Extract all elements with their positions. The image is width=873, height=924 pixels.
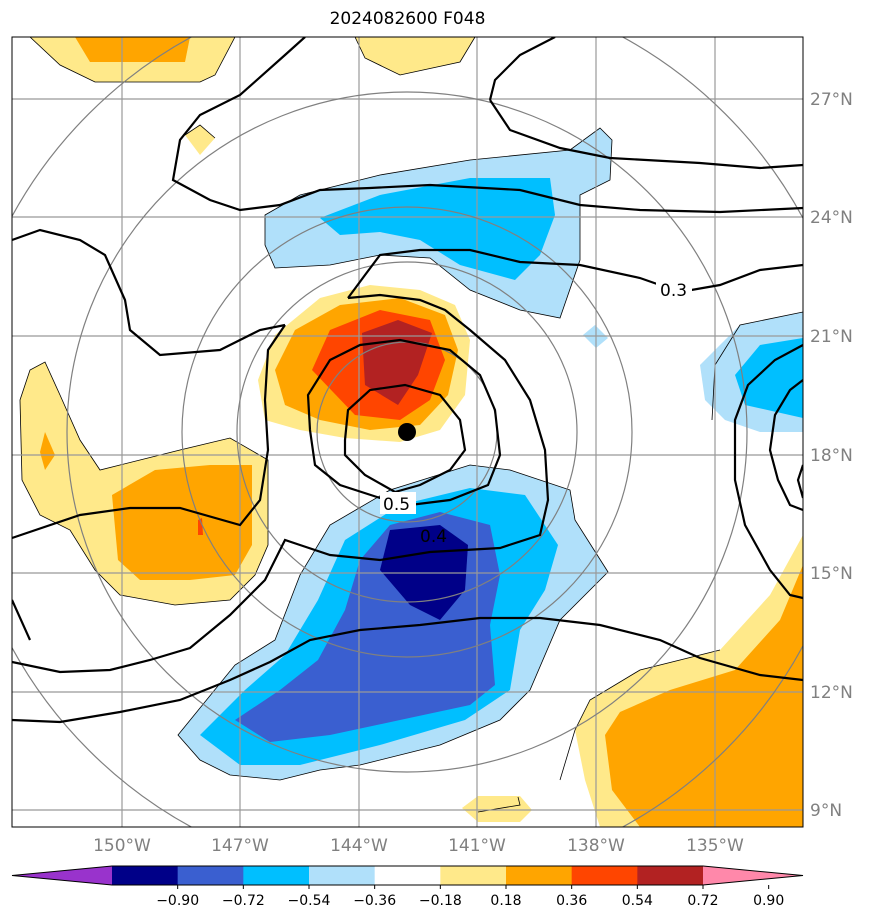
colorbar-tick-label: 0.90 bbox=[753, 893, 784, 909]
colorbar-segment bbox=[637, 866, 704, 885]
thin-contours bbox=[19, 37, 803, 813]
fill-lowerright-orange bbox=[605, 565, 803, 827]
colorbar: −0.90 −0.72 −0.54 −0.36 −0.18 0.18 0.36 0.54 0.7… bbox=[11, 865, 804, 909]
colorbar-segment bbox=[309, 866, 376, 885]
lat-label: 12°N bbox=[810, 683, 853, 703]
colorbar-outline bbox=[11, 865, 804, 886]
lon-label: 144°W bbox=[330, 836, 388, 856]
colorbar-tick-label: −0.18 bbox=[419, 893, 462, 909]
latitude-labels: 27°N 24°N 21°N 18°N 15°N 12°N 9°N bbox=[810, 90, 853, 821]
plot-frame bbox=[11, 36, 804, 828]
contour-label-0.5: 0.5 bbox=[383, 495, 410, 515]
lon-label: 138°W bbox=[567, 836, 625, 856]
fill-top-center-yellow bbox=[355, 37, 475, 75]
fill-left-orange bbox=[112, 465, 252, 580]
colorbar-segment bbox=[243, 866, 310, 885]
colorbar-segment bbox=[112, 866, 179, 885]
colorbar-segment bbox=[177, 866, 244, 885]
fill-small-yellow bbox=[185, 125, 215, 155]
lat-label: 9°N bbox=[810, 801, 842, 821]
lon-label: 141°W bbox=[448, 836, 506, 856]
contour-label-0.4: 0.4 bbox=[420, 527, 447, 547]
map-plot-area: 0.3 0.5 0.4 bbox=[12, 37, 803, 827]
colorbar-extend-high bbox=[703, 866, 803, 885]
contour-label-0.3: 0.3 bbox=[660, 281, 687, 301]
colorbar-tick-label: −0.90 bbox=[156, 893, 199, 909]
colorbar-segment bbox=[506, 866, 573, 885]
colorbar-tick-label: −0.72 bbox=[222, 893, 265, 909]
contour-label-bg bbox=[656, 278, 692, 300]
fill-left-small-orange bbox=[40, 432, 55, 470]
fill-left-tiny-red bbox=[198, 518, 203, 535]
colorbar-tick-label: −0.36 bbox=[353, 893, 396, 909]
colorbar-extend-low bbox=[12, 866, 112, 885]
filled-contours bbox=[20, 37, 803, 827]
lon-label: 135°W bbox=[686, 836, 744, 856]
fill-center-darkred bbox=[362, 320, 432, 405]
lat-label: 24°N bbox=[810, 208, 853, 228]
lat-label: 18°N bbox=[810, 446, 853, 466]
longitude-labels: 150°W 147°W 144°W 141°W 138°W 135°W bbox=[93, 836, 744, 856]
colorbar-tick-label: 0.18 bbox=[490, 893, 521, 909]
colorbar-tick-label: 0.36 bbox=[556, 893, 587, 909]
storm-center-dot bbox=[398, 423, 416, 441]
colorbar-tick-label: −0.54 bbox=[288, 893, 331, 909]
colorbar-segment bbox=[440, 866, 507, 885]
colorbar-tick-label: 0.72 bbox=[687, 893, 718, 909]
lon-label: 147°W bbox=[211, 836, 269, 856]
lat-label: 21°N bbox=[810, 327, 853, 347]
colorbar-segment bbox=[374, 866, 441, 885]
map-title: 2024082600 F048 bbox=[329, 9, 486, 29]
lon-label: 150°W bbox=[93, 836, 151, 856]
black-contours bbox=[12, 37, 803, 724]
lat-label: 27°N bbox=[810, 90, 853, 110]
fill-top-left-orange bbox=[75, 37, 190, 62]
lat-label: 15°N bbox=[810, 564, 853, 584]
colorbar-segment bbox=[571, 866, 638, 885]
contour-label-bg bbox=[380, 492, 416, 514]
fill-upper-blue bbox=[320, 178, 555, 280]
colorbar-tick-label: 0.54 bbox=[622, 893, 653, 909]
